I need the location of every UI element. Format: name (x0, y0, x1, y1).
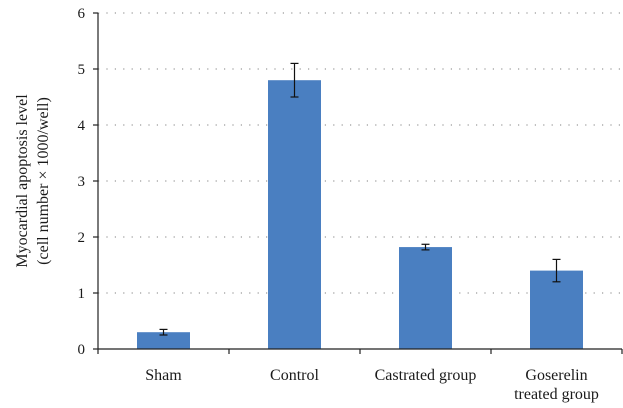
y-tick-label-4: 4 (78, 118, 86, 134)
y-ticks: 0 1 2 3 4 5 6 (78, 6, 98, 358)
y-axis-label: Myocardial apoptosis level (cell number ×… (14, 94, 52, 268)
y-tick-label-5: 5 (78, 62, 86, 78)
y-tick-label-2: 2 (78, 230, 86, 246)
error-bar-3 (552, 258, 561, 283)
error-bars (159, 62, 561, 336)
bar-2 (399, 247, 452, 349)
bars (137, 80, 583, 349)
error-bar-1 (290, 62, 299, 98)
x-tick-label-2: Castrated group (375, 367, 477, 384)
bar-0 (137, 332, 190, 349)
y-tick-label-1: 1 (78, 286, 86, 302)
bar-3 (530, 270, 583, 349)
error-bar-2 (421, 243, 430, 251)
gridlines (98, 12, 622, 294)
error-bar-0 (159, 328, 168, 336)
y-axis-title: Myocardial apoptosis level (cell number ×… (14, 94, 52, 268)
y-tick-label-0: 0 (78, 342, 86, 358)
y-tick-label-6: 6 (78, 6, 86, 22)
bar-1 (268, 80, 321, 349)
y-tick-label-3: 3 (78, 174, 86, 190)
x-tick-label-3: Goserelin treated group (514, 367, 599, 403)
x-ticks: Sham Control Castrated group Goserelin treat… (97, 349, 623, 403)
x-tick-label-0: Sham (145, 367, 182, 384)
x-tick-label-1: Control (270, 367, 319, 384)
